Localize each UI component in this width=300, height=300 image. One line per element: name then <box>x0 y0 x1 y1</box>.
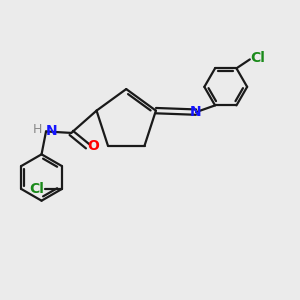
Text: Cl: Cl <box>251 51 266 65</box>
Text: Cl: Cl <box>29 182 44 196</box>
Text: O: O <box>87 139 99 153</box>
Text: H: H <box>33 123 42 136</box>
Text: N: N <box>46 124 57 138</box>
Text: N: N <box>190 104 202 118</box>
